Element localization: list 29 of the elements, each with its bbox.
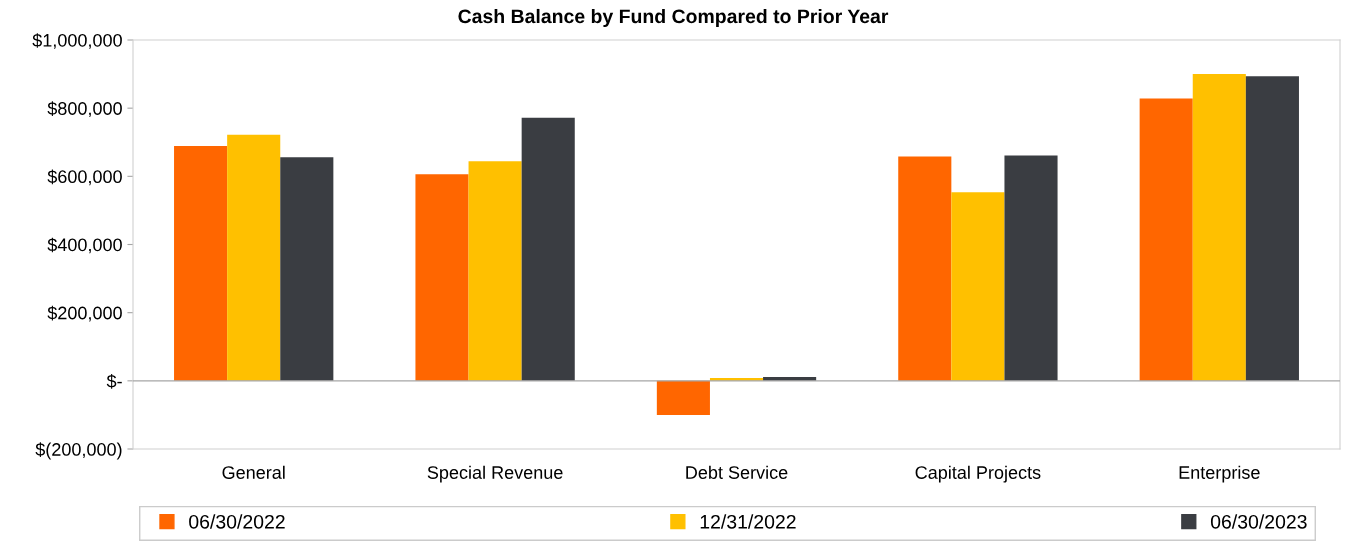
y-tick-label: $(200,000): [35, 442, 122, 460]
chart-title: Cash Balance by Fund Compared to Prior Year: [458, 8, 889, 28]
bar: [951, 192, 1005, 381]
x-tick-label: Special Revenue: [427, 465, 563, 483]
bar: [1139, 98, 1193, 381]
bar: [1004, 155, 1058, 381]
bar: [468, 161, 522, 381]
y-tick-label: $600,000: [47, 169, 122, 186]
bar: [1192, 74, 1246, 381]
legend-label: 06/30/2023: [1210, 514, 1307, 529]
y-tick-label: $1,000,000: [32, 33, 122, 49]
x-tick-label: Debt Service: [686, 465, 788, 479]
bar: [174, 146, 228, 381]
bar: [656, 380, 710, 415]
y-tick-label: $800,000: [47, 101, 122, 118]
legend-label: 06/30/2022: [189, 514, 285, 529]
bar: [898, 156, 952, 381]
x-tick-label: General: [222, 465, 285, 479]
y-tick-label: $200,000: [47, 305, 122, 322]
bar: [415, 174, 469, 381]
bar: [227, 134, 281, 381]
bar: [280, 157, 334, 381]
legend-label: 12/31/2022: [700, 514, 796, 529]
x-tick-label: Capital Projects: [915, 465, 1041, 483]
y-tick-label: $-: [106, 374, 122, 389]
y-tick-label: $400,000: [47, 237, 122, 254]
bar: [1245, 76, 1299, 381]
bar: [521, 117, 575, 381]
x-tick-label: Enterprise: [1179, 465, 1260, 483]
